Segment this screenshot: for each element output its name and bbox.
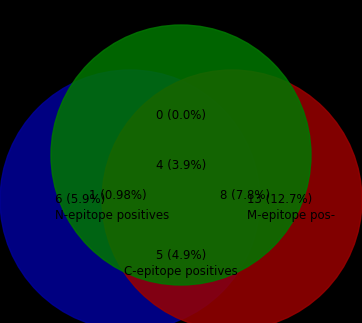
Circle shape — [51, 25, 311, 285]
Text: C-epitope positives: C-epitope positives — [124, 266, 238, 278]
Text: 6 (5.9%): 6 (5.9%) — [55, 193, 105, 206]
Text: 1 (0.98%): 1 (0.98%) — [89, 189, 147, 202]
Text: 0 (0.0%): 0 (0.0%) — [156, 109, 206, 121]
Text: M-epitope pos-: M-epitope pos- — [247, 209, 335, 222]
Circle shape — [0, 70, 260, 323]
Text: 5 (4.9%): 5 (4.9%) — [156, 248, 206, 262]
Text: N-epitope positives: N-epitope positives — [55, 209, 169, 222]
Text: 4 (3.9%): 4 (3.9%) — [156, 159, 206, 172]
Text: 13 (12.7%): 13 (12.7%) — [247, 193, 312, 206]
Circle shape — [102, 70, 362, 323]
Text: 8 (7.8%): 8 (7.8%) — [220, 189, 270, 202]
